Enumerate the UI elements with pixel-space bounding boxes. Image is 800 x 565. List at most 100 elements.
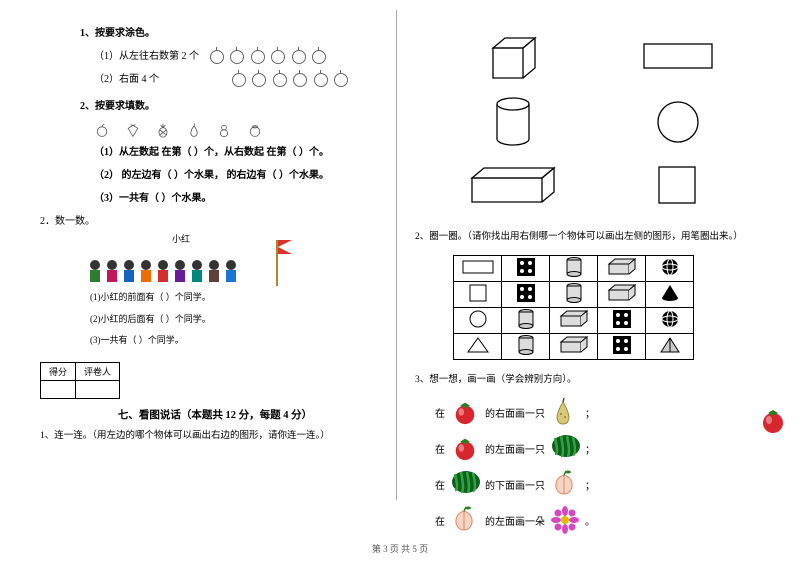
apple-icon <box>293 73 307 87</box>
cube-icon <box>455 35 570 81</box>
peach-icon <box>551 470 579 498</box>
q3-pre: 在 <box>435 513 445 528</box>
q3-end: 。 <box>585 513 595 528</box>
flower-icon <box>551 506 579 534</box>
cylinder-icon <box>455 99 570 145</box>
circle-cell <box>454 308 502 334</box>
pear-icon <box>186 122 202 138</box>
circle-icon <box>620 99 735 145</box>
dice-cell[interactable] <box>502 282 550 308</box>
rectangle-icon <box>620 35 735 81</box>
q2-sub3: （3）一共有（ ）个水果。 <box>40 190 390 207</box>
float-tomato-icon <box>758 405 788 435</box>
watermelon-icon <box>551 434 579 462</box>
score-table: 得分 评卷人 <box>40 362 120 399</box>
qcount-line1: (1)小红的前面有（ ）个同学。 <box>40 290 390 305</box>
pear-icon <box>551 398 579 426</box>
pineapple-icon <box>155 122 171 138</box>
worksheet-page: 1、按要求涂色。 （1）从左往右数第 2 个 （2）右面 4 个 <box>0 0 800 565</box>
q1-sub2: （2）右面 4 个 <box>40 71 390 88</box>
children-illustration: 小红 <box>80 236 280 286</box>
child-icon <box>139 260 153 284</box>
orange-icon <box>247 122 263 138</box>
apple-icon <box>232 73 246 87</box>
q2-fruit-row <box>40 121 390 138</box>
apple-icon <box>271 50 285 64</box>
q3-end: ； <box>585 477 595 492</box>
q3-row: 在的右面画一只； <box>435 398 765 426</box>
qcount-line3: (3)一共有（ ）个同学。 <box>40 333 390 348</box>
right-q3-heading: 3、想一想，画一画（学会辨别方向）。 <box>415 372 765 388</box>
q3-row: 在的下面画一只； <box>435 470 765 498</box>
q1-heading: 1、按要求涂色。 <box>40 25 390 42</box>
tomato-icon <box>451 434 479 462</box>
cone-cell[interactable] <box>646 282 694 308</box>
ball-cell[interactable] <box>646 256 694 282</box>
dice-cell[interactable] <box>502 256 550 282</box>
apple-icon <box>251 50 265 64</box>
apple-icon <box>252 73 266 87</box>
triangle-cell <box>454 334 502 360</box>
child-icon <box>207 260 221 284</box>
score-header-1: 得分 <box>41 363 76 381</box>
right-column: 2、圈一圈。（请你找出用右侧哪一个物体可以画出左侧的图形，用笔圈出来。） 3、想… <box>415 25 765 542</box>
apple-icon <box>94 122 110 138</box>
rect-cell <box>454 256 502 282</box>
child-icon <box>173 260 187 284</box>
section-7-title: 七、看图说话（本题共 12 分，每题 4 分） <box>40 407 390 422</box>
cuboid-cell[interactable] <box>598 282 646 308</box>
peach-icon <box>451 506 479 534</box>
q1-sub1-label: （1）从左往右数第 2 个 <box>94 51 199 62</box>
q1-sub1: （1）从左往右数第 2 个 <box>40 48 390 65</box>
match-table <box>453 255 694 360</box>
can-cell[interactable] <box>550 256 598 282</box>
q3-mid: 的左面画一朵 <box>485 513 545 528</box>
column-divider <box>396 10 397 500</box>
qcount-heading: 2．数一数。 <box>40 213 390 230</box>
child-icon <box>190 260 204 284</box>
shapes-grid <box>415 25 765 219</box>
q7-1-text: 1、连一连。（用左边的哪个物体可以画出右边的图形，请你连一连。） <box>40 428 390 444</box>
child-icon <box>156 260 170 284</box>
can-cell[interactable] <box>550 282 598 308</box>
dice-cell[interactable] <box>598 308 646 334</box>
apple-icon <box>210 50 224 64</box>
q3-row: 在 的左面画一只 ； <box>435 434 765 462</box>
q3-mid: 的左面画一只 <box>485 441 545 456</box>
q2-heading: 2、按要求填数。 <box>40 98 390 115</box>
score-cell[interactable] <box>41 381 76 399</box>
apple-icon <box>230 50 244 64</box>
q3-row: 在 的左面画一朵 。 <box>435 506 765 534</box>
watermelon-icon <box>451 470 479 498</box>
qcount-line2: (2)小红的后面有（ ）个同学。 <box>40 312 390 327</box>
pyramid-cell[interactable] <box>646 334 694 360</box>
child-icon <box>224 260 238 284</box>
apple-icon <box>312 50 326 64</box>
cuboid-cell[interactable] <box>550 308 598 334</box>
dice-cell[interactable] <box>598 334 646 360</box>
q1-sub2-label: （2）右面 4 个 <box>94 74 159 85</box>
page-footer: 第 3 页 共 5 页 <box>0 542 800 555</box>
q2-sub2: （2） 的左边有（ ）个水果， 的右边有（ ）个水果。 <box>40 167 390 184</box>
can-cell[interactable] <box>502 308 550 334</box>
left-column: 1、按要求涂色。 （1）从左往右数第 2 个 （2）右面 4 个 <box>40 25 390 450</box>
xiaohong-label: 小红 <box>172 232 190 245</box>
grader-cell[interactable] <box>76 381 120 399</box>
apple-icon <box>273 73 287 87</box>
child-icon <box>88 260 102 284</box>
cuboid-cell[interactable] <box>550 334 598 360</box>
can-cell[interactable] <box>502 334 550 360</box>
apple-icon <box>334 73 348 87</box>
q3-block: 在的右面画一只；在的左面画一只；在的下面画一只；在的左面画一朵。 <box>435 398 765 534</box>
square-icon <box>620 163 735 209</box>
square-cell <box>454 282 502 308</box>
q3-mid: 的右面画一只 <box>485 405 545 420</box>
gourd-icon <box>216 122 232 138</box>
q3-pre: 在 <box>435 441 445 456</box>
q3-pre: 在 <box>435 477 445 492</box>
cuboid-cell[interactable] <box>598 256 646 282</box>
ball-cell[interactable] <box>646 308 694 334</box>
q3-end: ； <box>585 441 595 456</box>
apple-icon <box>314 73 328 87</box>
q3-end: ； <box>585 405 595 420</box>
